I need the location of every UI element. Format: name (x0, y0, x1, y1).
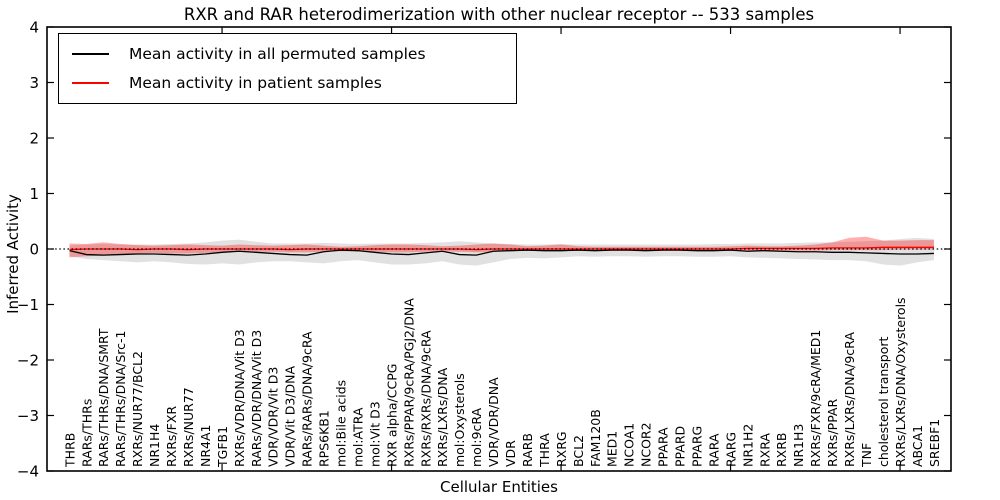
x-tick-label: THRA (537, 433, 552, 468)
permuted-band (69, 237, 934, 266)
x-tick-label: THRB (62, 433, 77, 468)
x-tick-label: PPARA (656, 427, 671, 467)
x-tick-label: NR1H4 (147, 424, 162, 467)
x-tick-label: TGFB1 (215, 426, 230, 468)
y-tick-label: −2 (17, 352, 39, 370)
x-tick-label: NCOR2 (639, 422, 654, 467)
x-tick-label: RARs/THRs/DNA/Src-1 (113, 331, 128, 467)
x-tick-label: RXRs/PPAR (825, 399, 840, 467)
x-tick-label: mol:Vit D3 (367, 401, 382, 467)
x-tick-label: RXRs/VDR/DNA/Vit D3 (232, 329, 247, 467)
x-tick-label: FAM120B (588, 409, 603, 467)
legend-label-permuted: Mean activity in all permuted samples (129, 44, 426, 63)
x-tick-label: mol:9cRA (469, 407, 484, 467)
permuted-mean-line (69, 249, 934, 256)
patient-band (69, 236, 934, 258)
x-tick-label: PPARD (673, 426, 688, 467)
x-tick-label: RXRG (554, 431, 569, 467)
x-tick-label: RARs/THRs (79, 399, 94, 467)
x-tick-label: RXRs/NUR77 (181, 387, 196, 467)
x-tick-label: RARA (706, 433, 721, 467)
x-tick-label: RXRs/FXR (164, 406, 179, 467)
x-tick-label: NR4A1 (198, 425, 213, 468)
x-tick-label: cholesterol transport (876, 336, 891, 467)
x-tick-label: MED1 (605, 431, 620, 467)
x-tick-label: RARs/THRs/DNA/SMRT (96, 328, 111, 467)
x-tick-label: VDR/VDR/DNA (486, 377, 501, 467)
x-tick-label: VDR/VDR/Vit D3 (266, 367, 281, 467)
x-tick-label: RARs/VDR/DNA/Vit D3 (249, 330, 264, 467)
y-tick-label: 3 (29, 74, 39, 92)
x-tick-label: ABCA1 (910, 425, 925, 467)
x-tick-label: RARG (723, 432, 738, 467)
x-tick-label: RXRs/NUR77/BCL2 (130, 351, 145, 467)
x-tick-label: SREBF1 (927, 419, 942, 467)
patient-line-swatch (72, 81, 109, 84)
x-tick-label: RXRA (757, 433, 772, 467)
legend: Mean activity in all permuted samples Me… (58, 33, 517, 104)
y-tick-label: 2 (29, 130, 39, 148)
x-tick-label: VDR (503, 440, 518, 467)
y-tick-label: 4 (29, 19, 39, 37)
x-tick-label: mol:Oxysterols (452, 373, 467, 467)
chart-title: RXR and RAR heterodimerization with othe… (183, 5, 815, 24)
y-axis-label: Inferred Activity (4, 194, 22, 314)
x-tick-label: NR1H2 (740, 424, 755, 467)
x-tick-label: mol:Bile acids (334, 380, 349, 467)
x-tick-label: RARs/RARs/DNA/9cRA (300, 331, 315, 467)
x-tick-label: TNF (859, 443, 874, 468)
permuted-line-swatch (72, 52, 109, 55)
x-tick-label: BCL2 (571, 435, 586, 467)
x-tick-label: VDR/Vit D3/DNA (283, 366, 298, 467)
x-tick-label: RXR alpha/CCPG (384, 364, 399, 467)
y-tick-label: 0 (29, 241, 39, 259)
legend-label-patient: Mean activity in patient samples (129, 73, 382, 92)
x-tick-label: RXRs/FXR/9cRA/MED1 (808, 330, 823, 467)
x-tick-label: RXRB (774, 432, 789, 467)
x-tick-label: RARB (520, 433, 535, 467)
legend-entry-permuted: Mean activity in all permuted samples (59, 39, 516, 68)
x-tick-label: PPARG (689, 426, 704, 467)
y-tick-label: −1 (17, 296, 39, 314)
y-tick-label: 1 (29, 185, 39, 203)
x-tick-label: NCOA1 (622, 423, 637, 467)
legend-entry-patient: Mean activity in patient samples (59, 68, 516, 97)
x-tick-label: mol:ATRA (350, 407, 365, 467)
y-tick-label: −3 (17, 407, 39, 425)
x-axis-label: Cellular Entities (440, 478, 558, 496)
x-tick-label: NR1H3 (791, 424, 806, 467)
y-tick-label: −4 (17, 463, 39, 481)
x-tick-label: RXRs/RXRs/DNA/9cRA (418, 330, 433, 467)
x-tick-label: RXRs/LXRs/DNA/Oxysterols (893, 297, 908, 467)
x-tick-label: RXRs/LXRs/DNA/9cRA (842, 332, 857, 467)
x-tick-label: RXRs/PPAR/9cRA/PGJ2/DNA (401, 298, 416, 467)
x-tick-label: RXRs/LXRs/DNA (435, 367, 450, 467)
x-tick-label: RPS6KB1 (317, 410, 332, 467)
